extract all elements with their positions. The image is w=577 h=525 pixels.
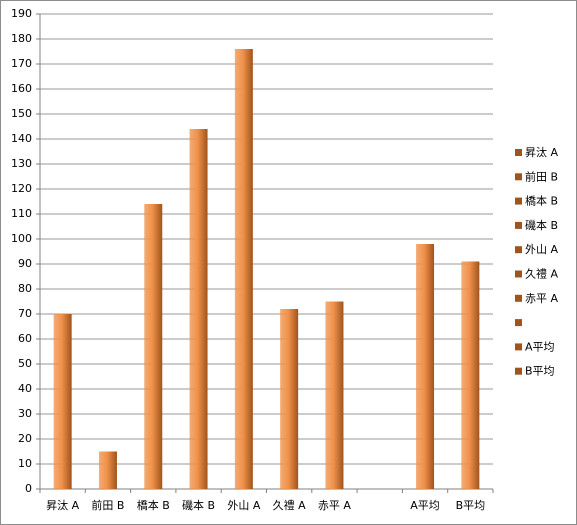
x-tick-label: 赤平 A	[318, 499, 351, 512]
y-tick-label: 40	[18, 382, 32, 395]
legend-marker	[515, 319, 522, 327]
legend-marker	[515, 343, 522, 351]
legend-marker	[515, 270, 522, 278]
y-tick-label: 150	[11, 107, 32, 120]
bar	[53, 314, 72, 489]
x-tick-label: 昇汰 A	[46, 498, 79, 512]
legend-marker	[515, 294, 522, 302]
y-tick-label: 60	[18, 332, 32, 345]
legend-marker	[515, 246, 522, 254]
x-tick-label: B平均	[456, 499, 486, 512]
bar	[461, 261, 480, 489]
y-tick-label: 20	[18, 432, 32, 445]
legend-label: 前田 B	[525, 169, 558, 183]
y-tick-label: 100	[11, 232, 32, 245]
y-tick-label: 10	[18, 457, 32, 470]
y-tick-label: 0	[25, 482, 32, 495]
x-tick-label: 前田 B	[91, 498, 124, 512]
legend-label: 磯本 B	[525, 218, 558, 232]
y-tick-label: 140	[11, 132, 32, 145]
legend-label: 赤平 A	[525, 292, 558, 305]
y-tick-label: 170	[11, 57, 32, 70]
legend-label: 昇汰 A	[525, 145, 558, 159]
y-tick-label: 30	[18, 407, 32, 420]
x-tick-label: 橋本 B	[137, 498, 170, 512]
bar	[144, 204, 163, 489]
legend-marker	[515, 367, 522, 375]
x-tick-label: 外山 A	[227, 499, 260, 512]
y-tick-label: 130	[11, 157, 32, 170]
legend-label: 久禮 A	[525, 268, 558, 281]
legend-label: A平均	[525, 340, 555, 353]
bar	[98, 451, 117, 489]
bar	[280, 309, 299, 489]
bar	[416, 244, 435, 489]
y-tick-label: 190	[11, 7, 32, 20]
x-tick-label: 磯本 B	[182, 498, 215, 512]
legend-marker	[515, 173, 522, 181]
legend-label: B平均	[525, 365, 555, 378]
legend-label: 橋本 B	[525, 194, 558, 208]
y-tick-label: 160	[11, 82, 32, 95]
bar	[325, 301, 344, 489]
legend-marker	[515, 149, 522, 156]
x-tick-label: A平均	[410, 499, 440, 512]
x-tick-label: 久禮 A	[273, 499, 306, 512]
legend-marker	[515, 197, 522, 205]
y-tick-label: 50	[18, 357, 32, 370]
y-tick-label: 80	[18, 282, 32, 295]
bar	[234, 49, 253, 489]
y-tick-label: 90	[18, 257, 32, 270]
legend-label: 外山 A	[525, 243, 558, 256]
y-tick-label: 120	[11, 182, 32, 195]
bar	[189, 129, 208, 489]
legend-marker	[515, 221, 522, 229]
y-tick-label: 180	[11, 32, 32, 45]
y-tick-label: 70	[18, 307, 32, 320]
y-tick-label: 110	[11, 207, 32, 220]
